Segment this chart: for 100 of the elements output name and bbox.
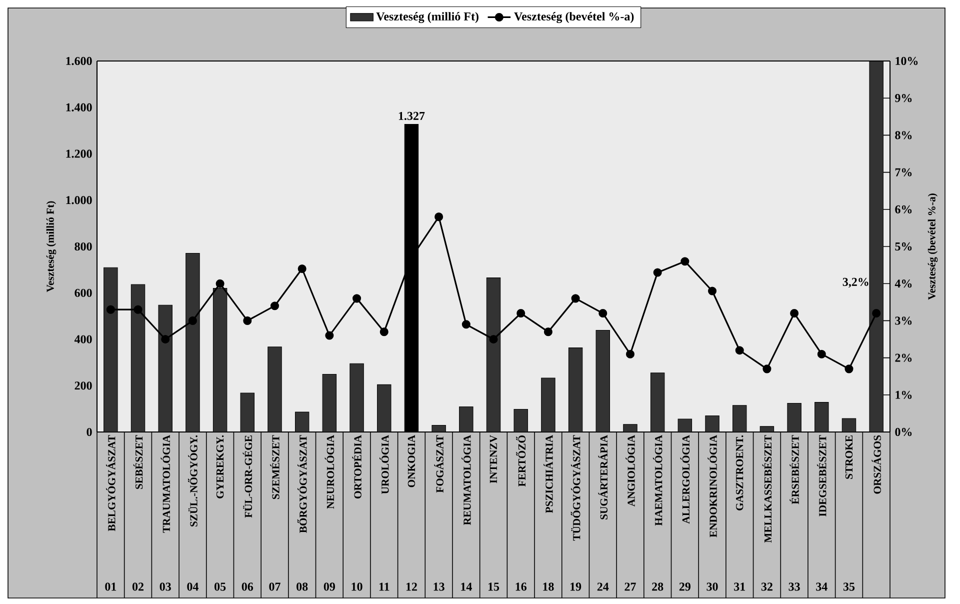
text: 05: [214, 582, 226, 591]
point: [489, 334, 498, 344]
y2-tick-label: 1%: [896, 390, 912, 399]
text: 29: [679, 582, 690, 591]
x-tick-label: SZEMÉSZET: [270, 435, 280, 499]
x-tick-label: FOGÁSZAT: [434, 435, 444, 493]
y-tick-label: 0: [86, 428, 92, 436]
y2-tick-label: 10%: [896, 56, 918, 66]
y2-tick-label: 5%: [895, 242, 912, 251]
x-tick-label: SEBÉSZET: [133, 435, 143, 489]
x-tick-label: FÜL-ORR-GÉGE: [242, 435, 252, 518]
text: 12: [406, 582, 417, 591]
y2-tick-label: 4%: [894, 280, 912, 288]
text: 01: [105, 582, 116, 591]
x-tick-label: FERTŐZŐ: [516, 435, 526, 487]
y2-tick-label: 7%: [895, 168, 912, 176]
x-tick-label: ORTOPÉDIA: [352, 435, 362, 498]
data-label: 1.327: [398, 112, 425, 120]
y-tick-label: 1.400: [66, 103, 92, 112]
point: [653, 268, 662, 277]
text: 18: [543, 582, 554, 591]
y2-tick-label: 9%: [895, 94, 912, 102]
point: [188, 316, 197, 325]
x-tick-label: BŐRGYÓGYÁSZAT: [297, 435, 307, 533]
data-label: 3,2%: [842, 278, 868, 288]
point: [106, 305, 115, 314]
text: 06: [242, 582, 254, 591]
text: 10: [352, 582, 362, 591]
point: [270, 302, 280, 310]
point: [352, 294, 362, 303]
text: 33: [788, 582, 800, 591]
text: 08: [296, 582, 308, 591]
x-tick-label: REUMATOLÓGIA: [462, 435, 471, 526]
text: 35: [843, 582, 855, 591]
y-tick-label: 800: [74, 242, 92, 251]
y2-tick-label: 2%: [895, 354, 912, 362]
point: [462, 320, 470, 329]
x-tick-label: STROKE: [845, 435, 853, 479]
text: 07: [269, 582, 280, 591]
point: [434, 212, 444, 222]
text: 27: [624, 582, 636, 591]
text: 28: [652, 582, 664, 591]
point: [735, 346, 744, 355]
x-tick-label: GYEREKGY.: [216, 435, 224, 498]
point: [598, 309, 608, 318]
text: 15: [488, 582, 500, 591]
point: [762, 364, 772, 374]
y-axis-title: Veszteség (millió Ft): [46, 201, 56, 292]
text: 02: [132, 582, 144, 591]
point: [516, 309, 526, 318]
point: [325, 331, 334, 340]
y-tick-label: 1.000: [66, 196, 92, 204]
point: [708, 286, 717, 296]
y-tick-label: 1.600: [66, 56, 92, 66]
point: [844, 364, 854, 374]
point: [298, 264, 306, 274]
x-tick-label: GASZTROENT.: [736, 435, 744, 510]
text: 16: [516, 582, 526, 591]
point: [243, 316, 252, 325]
x-tick-label: UROLÓGIA: [380, 435, 389, 494]
text: 30: [706, 582, 718, 591]
x-tick-label: ÉRSEBÉSZET: [790, 435, 799, 504]
point: [626, 350, 634, 358]
x-tick-label: ENDOKRINOLÓGIA: [708, 435, 717, 538]
point: [380, 328, 388, 336]
text: 24: [597, 582, 609, 591]
x-tick-label: SUGÁRTERÁPIA: [598, 435, 608, 520]
point: [680, 257, 690, 266]
x-tick-label: TRAUMATOLÓGIA: [160, 435, 170, 533]
legend-label: Veszteség (bevétel %-a): [514, 12, 634, 24]
y-tick-label: 1.200: [66, 150, 92, 158]
point: [571, 294, 580, 303]
point: [544, 328, 552, 336]
point: [161, 334, 170, 344]
x-tick-label: NEUROLÓGIA: [324, 435, 334, 509]
y2-axis-title: Veszteség (bevétel %-a): [928, 194, 938, 300]
x-tick-label: ANGIOLÓGIA: [626, 435, 635, 507]
text: 14: [461, 582, 472, 591]
y2-tick-label: 0%: [895, 428, 912, 436]
x-tick-label: HAEMATOLÓGIA: [652, 435, 662, 526]
x-tick-label: IDEGSEBÉSZET: [817, 435, 826, 516]
x-tick-label: TÜDŐGYÓGYÁSZAT: [570, 435, 580, 541]
y2-tick-label: 3%: [895, 316, 912, 325]
point: [872, 309, 881, 318]
point: [216, 279, 224, 288]
text: 03: [160, 582, 171, 591]
y-tick-label: 400: [74, 335, 92, 344]
text: 11: [379, 582, 390, 591]
x-tick-label: SZÜL.-NŐGYÓGY.: [188, 435, 198, 526]
x-tick-label: ALLERGOLÓGIA: [680, 435, 690, 524]
x-tick-label: ORSZÁGOS: [872, 435, 881, 494]
point: [790, 309, 799, 318]
x-tick-label: INTENZV: [490, 435, 498, 484]
legend-label: Veszteség (millió Ft): [376, 12, 478, 24]
y-tick-label: 200: [74, 382, 92, 390]
point: [134, 305, 142, 314]
text: 31: [734, 582, 745, 591]
x-tick-label: BELGYÓGYÁSZAT: [106, 435, 116, 532]
y2-tick-label: 6%: [895, 205, 912, 214]
text: 09: [324, 582, 335, 591]
